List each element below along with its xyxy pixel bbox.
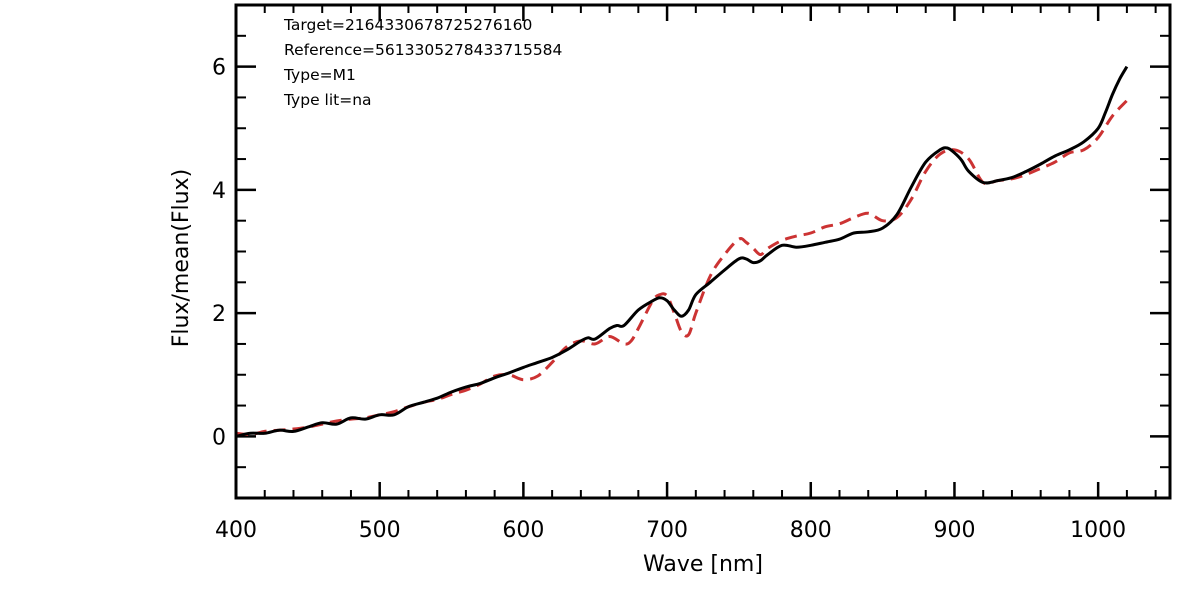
annotation-line: Type=M1 [283,66,356,84]
reference-spectrum-line [235,99,1129,437]
x-tick-label: 500 [359,518,401,543]
y-tick-label: 4 [212,179,226,204]
y-tick-label: 0 [212,425,226,450]
x-tick-label: 700 [646,518,688,543]
y-tick-label: 2 [212,302,226,327]
x-tick-label: 400 [215,518,257,543]
x-tick-label: 800 [790,518,832,543]
minor-ticks [236,4,1170,499]
y-tick-label: 6 [212,56,226,81]
plot-frame [234,3,1172,500]
annotation-line: Type lit=na [283,91,372,109]
y-axis-title: Flux/mean(Flux) [169,169,194,347]
annotation-line: Target=2164330678725276160 [283,16,532,34]
x-tick-label: 600 [502,518,544,543]
annotations: Target=2164330678725276160 Reference=5613… [283,16,562,109]
x-tick-label: 1000 [1070,518,1126,543]
tick-labels: 400 500 600 700 800 900 1000 0 2 4 6 [212,56,1126,543]
x-tick-label: 900 [933,518,975,543]
annotation-line: Reference=5613305278433715584 [284,41,562,59]
target-spectrum-line [235,65,1129,438]
series-layer [235,65,1129,438]
major-ticks [234,5,1170,498]
x-axis-title: Wave [nm] [643,552,763,577]
